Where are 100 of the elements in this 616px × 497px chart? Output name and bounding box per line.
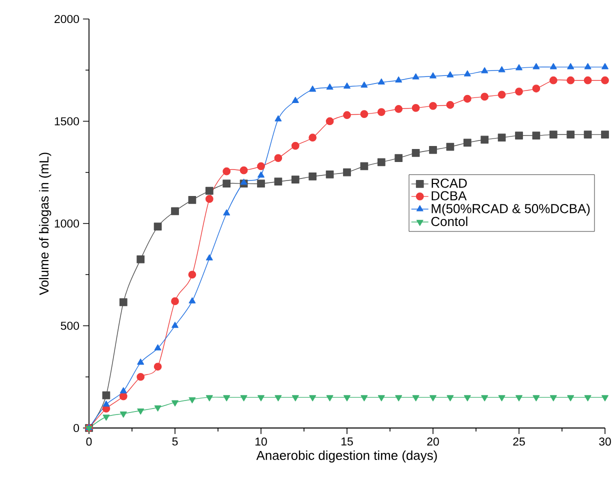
point	[326, 117, 334, 126]
point	[584, 395, 592, 402]
point	[274, 154, 282, 162]
x-tick-label: 10	[256, 438, 267, 446]
point	[463, 138, 472, 147]
x-tick-label: 30	[599, 438, 611, 446]
point	[172, 400, 178, 406]
point	[257, 162, 265, 170]
point	[446, 395, 454, 402]
point	[498, 66, 506, 72]
point	[188, 297, 196, 304]
point	[360, 82, 368, 88]
point	[292, 96, 299, 103]
point	[446, 100, 454, 109]
point	[584, 76, 592, 84]
point	[601, 130, 609, 138]
point	[532, 132, 540, 140]
y-tick-label: 1000	[54, 219, 80, 228]
y-tick-label: 500	[60, 322, 80, 330]
point	[550, 395, 557, 402]
point	[360, 395, 368, 402]
x-axis-title: Anaerobic digestion time (days)	[256, 450, 437, 463]
point	[291, 176, 300, 184]
point	[446, 142, 454, 151]
point	[136, 255, 145, 264]
point	[292, 395, 299, 402]
point	[308, 172, 317, 180]
point	[430, 395, 436, 402]
point	[566, 130, 575, 138]
point	[446, 71, 454, 78]
point	[464, 70, 471, 76]
point	[429, 146, 437, 154]
point	[171, 207, 179, 216]
point	[378, 395, 385, 402]
point	[274, 395, 282, 402]
point	[360, 162, 368, 170]
point	[205, 195, 214, 203]
point	[602, 63, 608, 70]
point	[516, 64, 522, 70]
point	[308, 134, 317, 142]
point	[326, 170, 334, 178]
y-tick-label: 0	[74, 424, 80, 432]
point	[584, 63, 592, 70]
point	[222, 180, 231, 188]
x-tick-label: 0	[86, 438, 92, 446]
point	[291, 142, 300, 150]
point	[136, 372, 145, 381]
point	[412, 395, 420, 402]
y-axis-title: Volume of biogas in (mL)	[39, 152, 52, 296]
x-tick-label: 20	[427, 438, 439, 446]
point	[102, 400, 110, 407]
point	[344, 395, 350, 402]
point	[360, 110, 368, 118]
point	[258, 172, 264, 178]
point	[343, 111, 351, 120]
point	[549, 130, 558, 138]
legend-label: M(50%RCAD & 50%DCBA)	[432, 204, 590, 216]
point	[464, 395, 471, 402]
point	[102, 391, 110, 400]
point	[257, 180, 265, 188]
point	[274, 115, 282, 122]
point	[549, 76, 558, 84]
point	[309, 395, 316, 402]
point	[326, 84, 334, 90]
point	[154, 362, 162, 371]
point	[223, 395, 230, 402]
point	[344, 82, 350, 89]
point	[532, 84, 540, 92]
x-tick-label: 15	[342, 438, 353, 446]
point	[395, 395, 402, 402]
point	[395, 76, 402, 82]
point	[498, 395, 506, 402]
point	[154, 344, 162, 350]
point	[172, 322, 178, 328]
point	[188, 270, 196, 279]
point	[567, 395, 574, 402]
point	[567, 63, 574, 70]
legend-label: DCBA	[432, 191, 467, 200]
point	[532, 63, 540, 70]
point	[120, 387, 127, 394]
point	[206, 254, 213, 260]
x-tick-label: 25	[513, 438, 525, 446]
point	[463, 94, 472, 103]
point	[601, 76, 609, 84]
point	[377, 108, 386, 116]
point	[566, 76, 575, 84]
point	[274, 178, 282, 186]
point	[412, 73, 420, 80]
x-tick-label: 5	[172, 438, 178, 446]
point	[240, 395, 248, 402]
point	[394, 105, 403, 113]
point	[171, 297, 179, 306]
point	[602, 395, 608, 402]
point	[515, 88, 523, 96]
point	[206, 395, 213, 402]
point	[481, 395, 488, 402]
point	[481, 67, 488, 74]
point	[240, 166, 248, 174]
point	[377, 158, 386, 166]
point	[137, 358, 144, 365]
